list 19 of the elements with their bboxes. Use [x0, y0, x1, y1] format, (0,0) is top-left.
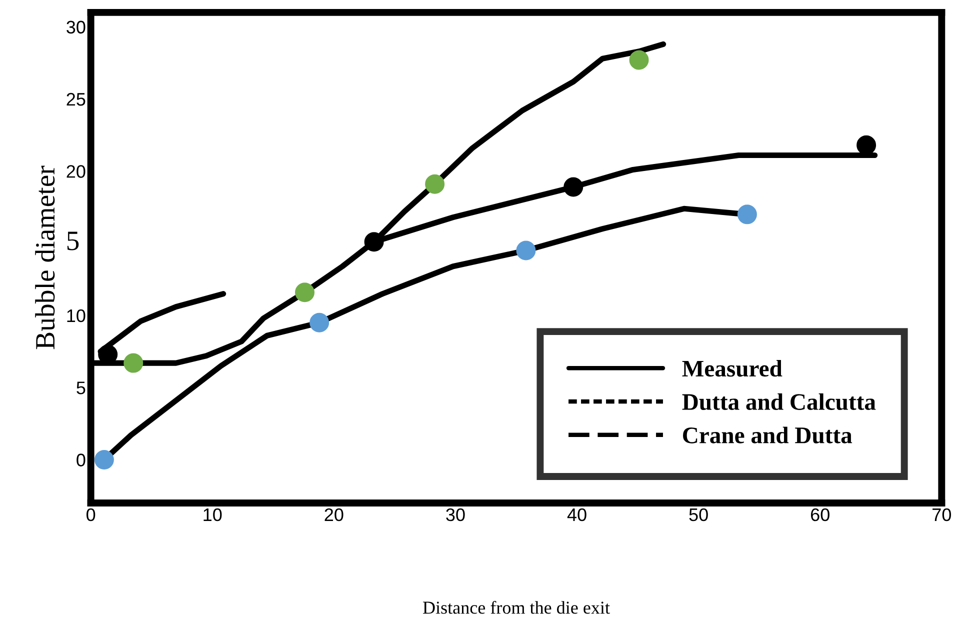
y-tick-label: 25 — [66, 92, 86, 106]
y-tick-label: 20 — [66, 165, 86, 178]
x-tick-label: 40 — [567, 508, 586, 522]
x-axis-title: Distance from the die exit — [423, 600, 610, 614]
x-tick-label: 30 — [446, 508, 465, 522]
x-tick-label: 60 — [810, 508, 830, 522]
y-tick-label: 10 — [67, 309, 86, 322]
y-tick-label: 0 — [76, 454, 86, 466]
x-tick-label: 50 — [689, 508, 708, 522]
x-tick-label: 20 — [324, 508, 344, 522]
x-tick-label: 0 — [86, 508, 96, 522]
x-tick-label: 70 — [932, 508, 951, 522]
legend-label: Measured — [682, 360, 782, 377]
y-tick-label: 5 — [76, 382, 86, 394]
y-tick-label: 30 — [66, 20, 86, 34]
legend-label: Crane and Dutta — [683, 426, 852, 444]
y-axis-title: Bubble diameter — [35, 166, 55, 350]
x-tick-label: 10 — [204, 508, 222, 522]
legend-label: Dutta and Calcutta — [682, 393, 876, 410]
